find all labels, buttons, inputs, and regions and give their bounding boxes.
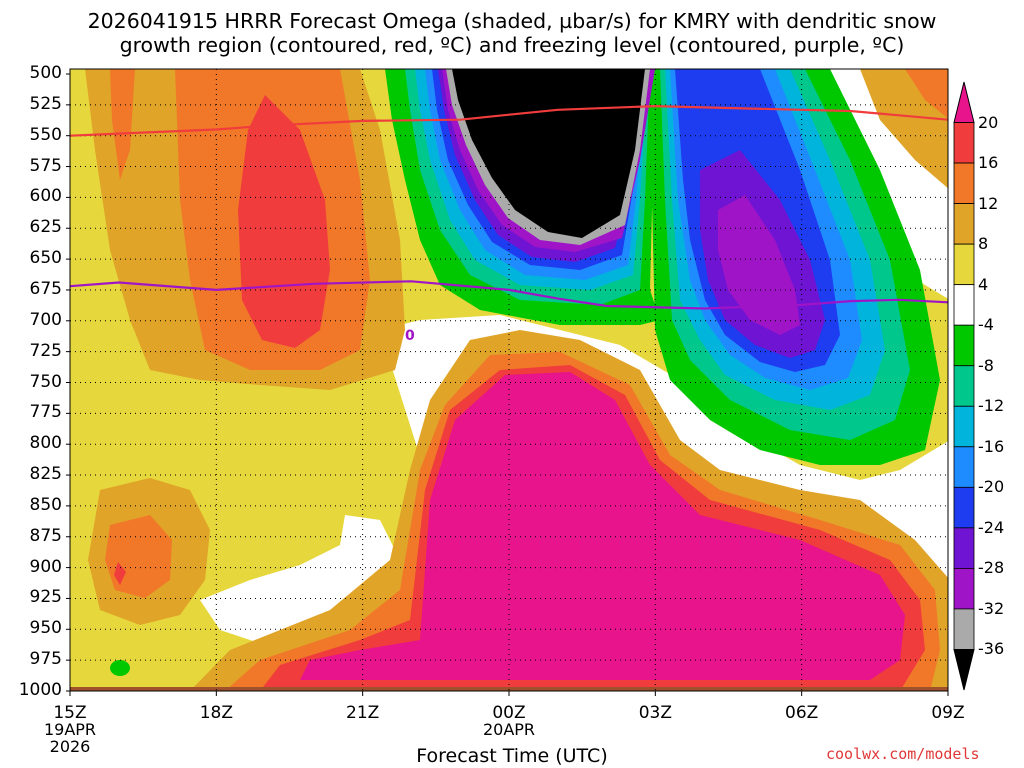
chart-title-line2: growth region (contoured, red, ºC) and f… xyxy=(119,33,905,57)
y-tick-label: 1000 xyxy=(18,680,62,700)
freezing-level-label: 0 xyxy=(405,328,415,344)
colorbar-swatch xyxy=(953,122,975,164)
x-axis-title: Forecast Time (UTC) xyxy=(416,745,608,767)
y-tick-label: 550 xyxy=(29,124,62,145)
colorbar-tick-label: -36 xyxy=(978,639,1005,659)
x-tick-label: 00Z xyxy=(492,703,526,723)
colorbar-tick-label: 4 xyxy=(978,274,989,294)
field-green-dot xyxy=(110,660,130,676)
contour-line xyxy=(69,104,949,137)
colorbar-tick-label: -12 xyxy=(978,396,1005,416)
y-tick-label: 650 xyxy=(29,248,62,269)
y-tick-label: 875 xyxy=(29,525,62,546)
y-tick-label: 600 xyxy=(29,186,62,207)
colorbar-swatch xyxy=(953,527,975,569)
colorbar-swatch xyxy=(953,405,975,448)
y-tick-label: 950 xyxy=(29,618,62,639)
colorbar-tick-label: 16 xyxy=(978,153,999,173)
y-tick-label: 975 xyxy=(29,649,62,670)
axis-ticks xyxy=(66,73,949,696)
y-tick-label: 825 xyxy=(29,464,62,485)
x-tick-label: 18Z xyxy=(199,703,233,723)
x-tick-sublabel: 19APR xyxy=(43,720,97,739)
colorbar-swatch xyxy=(953,203,975,245)
colorbar-tick-label: -8 xyxy=(978,355,994,375)
colorbar-cap-bottom xyxy=(953,648,975,691)
field-sub-right-top-16 xyxy=(905,69,948,119)
y-tick-label: 700 xyxy=(29,309,62,330)
y-tick-label: 625 xyxy=(29,217,62,238)
colorbar-tick-label: 20 xyxy=(978,112,999,132)
credit-link[interactable]: coolwx.com/models xyxy=(826,745,980,763)
colorbar-tick-label: 8 xyxy=(978,234,989,254)
contours xyxy=(69,104,949,310)
x-tick-sublabel: 2026 xyxy=(49,737,91,756)
field-sub-20-lowleft xyxy=(114,562,126,585)
x-tick-label: 03Z xyxy=(638,703,672,723)
y-tick-label: 725 xyxy=(29,340,62,361)
colorbar-tick-label: -20 xyxy=(978,477,1005,497)
colorbar-tick-label: -4 xyxy=(978,315,994,335)
y-tick-label: 575 xyxy=(29,155,62,176)
field-sub-20-main xyxy=(300,372,905,680)
colorbar xyxy=(953,81,975,691)
colorbar-swatch xyxy=(953,243,975,286)
x-tick-sublabel: 20APR xyxy=(482,720,536,739)
y-tick-label: 500 xyxy=(29,63,62,83)
colorbar-tick-label: -32 xyxy=(978,598,1005,618)
y-tick-label: 525 xyxy=(29,93,62,114)
colorbar-cap-top xyxy=(953,81,975,124)
x-tick-label: 21Z xyxy=(346,703,380,723)
omega-field xyxy=(70,69,948,691)
colorbar-swatch xyxy=(953,162,975,204)
colorbar-swatch xyxy=(953,446,975,488)
colorbar-swatch xyxy=(953,284,975,326)
colorbar-swatch xyxy=(953,324,975,367)
x-tick-label: 06Z xyxy=(785,703,819,723)
colorbar-tick-label: 12 xyxy=(978,193,999,213)
chart-title-line1: 2026041915 HRRR Forecast Omega (shaded, … xyxy=(87,9,937,33)
y-tick-label: 900 xyxy=(29,556,62,577)
field-up-36 xyxy=(452,69,645,238)
colorbar-tick-label: -24 xyxy=(978,517,1005,537)
y-tick-label: 800 xyxy=(29,433,62,454)
colorbar-swatch xyxy=(953,486,975,529)
y-tick-label: 675 xyxy=(29,278,62,299)
colorbar-tick-label: -28 xyxy=(978,558,1005,578)
x-tick-label: 09Z xyxy=(931,703,965,723)
contour-line xyxy=(69,280,949,310)
colorbar-tick-label: -16 xyxy=(978,436,1005,456)
colorbar-swatch xyxy=(953,608,975,650)
x-tick-label: 15Z xyxy=(53,703,87,723)
y-tick-label: 750 xyxy=(29,371,62,392)
colorbar-swatch xyxy=(953,365,975,407)
colorbar-swatch xyxy=(953,568,975,610)
gridlines xyxy=(70,69,948,691)
y-tick-label: 775 xyxy=(29,402,62,423)
y-tick-label: 925 xyxy=(29,587,62,608)
y-tick-label: 850 xyxy=(29,494,62,515)
